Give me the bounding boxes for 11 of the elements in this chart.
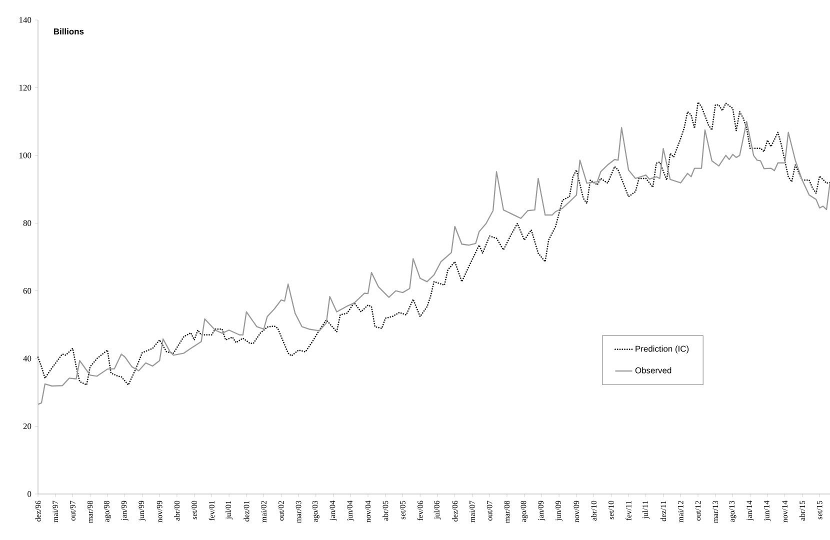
y-tick-label: 0 (28, 491, 32, 497)
y-tick-label: 40 (23, 356, 32, 362)
y-tick-label: 20 (23, 423, 32, 430)
y-tick-label: 80 (23, 220, 32, 226)
y-tick-label: 60 (23, 288, 32, 294)
legend-label: Prediction (IC) (636, 346, 689, 354)
y-tick-label: 120 (20, 84, 32, 91)
y-tick-label: 100 (20, 152, 32, 158)
y-tick-label: 140 (20, 17, 32, 23)
legend-label: Observed (635, 367, 672, 374)
y-axis-title: Billions (54, 28, 84, 34)
